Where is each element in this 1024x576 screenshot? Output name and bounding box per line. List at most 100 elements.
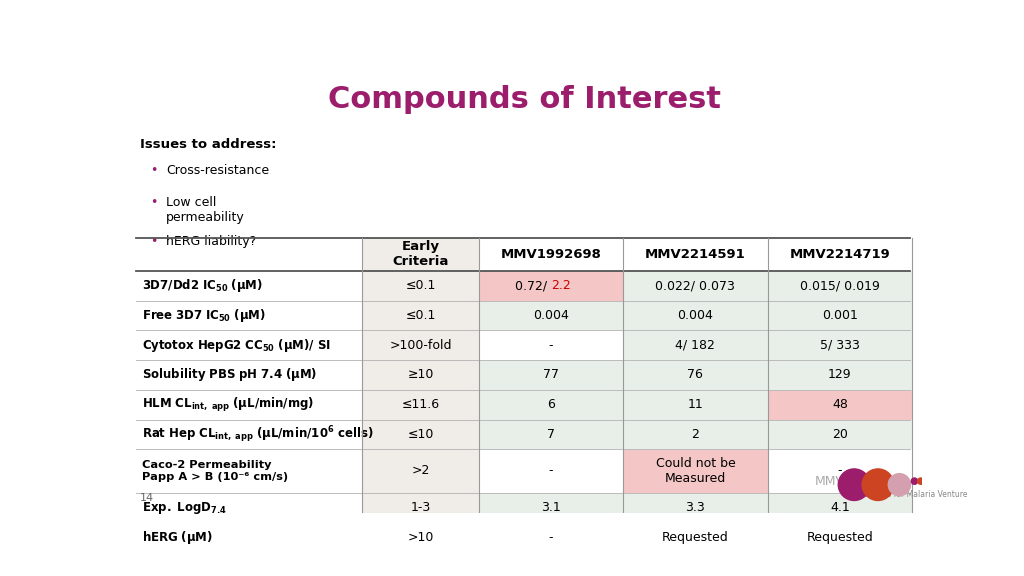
Bar (624, 360, 768, 390)
Bar (362, 419, 479, 449)
Bar (362, 390, 479, 419)
Ellipse shape (888, 473, 910, 496)
Text: ≥10: ≥10 (408, 369, 433, 381)
Text: •: • (151, 165, 158, 177)
Text: $\mathbf{hERG\ (\mu M)}$: $\mathbf{hERG\ (\mu M)}$ (142, 529, 213, 545)
Point (617, 234, 630, 241)
Text: 14: 14 (140, 493, 154, 503)
Text: 6: 6 (547, 398, 555, 411)
Bar (136, 492, 362, 522)
Text: hERG liability?: hERG liability? (166, 236, 256, 248)
Text: $\mathbf{Solubility\ PBS\ pH\ 7.4\ (\mu M)}$: $\mathbf{Solubility\ PBS\ pH\ 7.4\ (\mu … (142, 366, 317, 384)
Point (906, 549, 919, 556)
Text: $\mathbf{Cytotox\ HepG2\ CC_{50}\ (\mu M)/\ SI}$: $\mathbf{Cytotox\ HepG2\ CC_{50}\ (\mu M… (142, 337, 331, 354)
Text: 0.022/ 0.073: 0.022/ 0.073 (655, 279, 735, 292)
Text: ≤0.1: ≤0.1 (406, 279, 435, 292)
Bar (362, 331, 479, 360)
Bar (768, 419, 912, 449)
Text: 2.2: 2.2 (551, 279, 570, 292)
Text: 5/ 333: 5/ 333 (820, 339, 860, 352)
Text: 2: 2 (691, 428, 699, 441)
Bar (624, 522, 768, 552)
Ellipse shape (911, 478, 918, 484)
Bar (136, 390, 362, 419)
Bar (136, 301, 362, 331)
Point (762, 234, 774, 241)
Bar (624, 390, 768, 419)
Bar (768, 522, 912, 552)
Bar (362, 238, 479, 271)
Bar (362, 449, 479, 492)
Text: -: - (549, 339, 553, 352)
Text: MMV2214719: MMV2214719 (790, 248, 890, 261)
Text: Compounds of Interest: Compounds of Interest (329, 85, 721, 113)
Text: 0.004: 0.004 (534, 309, 569, 322)
Bar (479, 271, 624, 301)
Bar (768, 331, 912, 360)
Bar (768, 301, 912, 331)
Text: ≤10: ≤10 (408, 428, 433, 441)
Text: Early
Criteria: Early Criteria (392, 240, 449, 268)
Point (906, 234, 919, 241)
Bar (624, 271, 768, 301)
Text: 0.72/: 0.72/ (515, 279, 551, 292)
Text: -: - (549, 464, 553, 478)
Bar (362, 522, 479, 552)
Bar (136, 449, 362, 492)
Text: ≤0.1: ≤0.1 (406, 309, 435, 322)
Bar (136, 331, 362, 360)
Text: $\mathbf{Rat\ Hep\ CL_{int,\ app}\ (\mu L/min/10^6\ cells)}$: $\mathbf{Rat\ Hep\ CL_{int,\ app}\ (\mu … (142, 424, 374, 445)
Bar (768, 390, 912, 419)
Text: 0.004: 0.004 (678, 309, 714, 322)
Text: -: - (838, 464, 842, 478)
Bar (362, 301, 479, 331)
Text: $\mathbf{HLM\ CL_{int,\ app}\ (\mu L/min/mg)}$: $\mathbf{HLM\ CL_{int,\ app}\ (\mu L/min… (142, 396, 314, 414)
Bar (768, 238, 912, 271)
Bar (136, 271, 362, 301)
Text: Caco-2 Permeability
Papp A > B (10⁻⁶ cm/s): Caco-2 Permeability Papp A > B (10⁻⁶ cm/… (142, 460, 289, 482)
Bar (479, 360, 624, 390)
Bar (768, 449, 912, 492)
Bar (624, 492, 768, 522)
Bar (479, 390, 624, 419)
Text: 3.3: 3.3 (685, 501, 706, 514)
Bar (624, 301, 768, 331)
Bar (136, 419, 362, 449)
Point (617, 549, 630, 556)
Text: 3.1: 3.1 (541, 501, 561, 514)
Text: 0.001: 0.001 (822, 309, 858, 322)
Ellipse shape (839, 469, 870, 501)
Bar (479, 522, 624, 552)
Ellipse shape (862, 469, 894, 501)
Bar (768, 360, 912, 390)
Text: Requested: Requested (807, 530, 873, 544)
Text: •: • (151, 195, 158, 209)
Text: 77: 77 (543, 369, 559, 381)
Bar (136, 360, 362, 390)
Text: Requested: Requested (663, 530, 729, 544)
Text: Could not be
Measured: Could not be Measured (655, 457, 735, 485)
Bar (479, 449, 624, 492)
Bar (624, 449, 768, 492)
Bar (136, 522, 362, 552)
Bar (479, 301, 624, 331)
Bar (479, 419, 624, 449)
Text: 4/ 182: 4/ 182 (676, 339, 716, 352)
Text: -: - (549, 530, 553, 544)
Bar (362, 271, 479, 301)
Text: >2: >2 (412, 464, 430, 478)
Text: 0.015/ 0.019: 0.015/ 0.019 (800, 279, 880, 292)
Text: 48: 48 (831, 398, 848, 411)
Point (473, 234, 485, 241)
Bar (624, 238, 768, 271)
Text: $\mathbf{Free\ 3D7\ IC_{50}\ (\mu M)}$: $\mathbf{Free\ 3D7\ IC_{50}\ (\mu M)}$ (142, 307, 266, 324)
Point (473, 549, 485, 556)
Text: 7: 7 (547, 428, 555, 441)
Bar (768, 492, 912, 522)
Text: 129: 129 (828, 369, 852, 381)
Ellipse shape (918, 478, 924, 484)
Text: 20: 20 (831, 428, 848, 441)
Text: ≤11.6: ≤11.6 (401, 398, 439, 411)
Point (356, 549, 369, 556)
Text: 1-3: 1-3 (411, 501, 430, 514)
